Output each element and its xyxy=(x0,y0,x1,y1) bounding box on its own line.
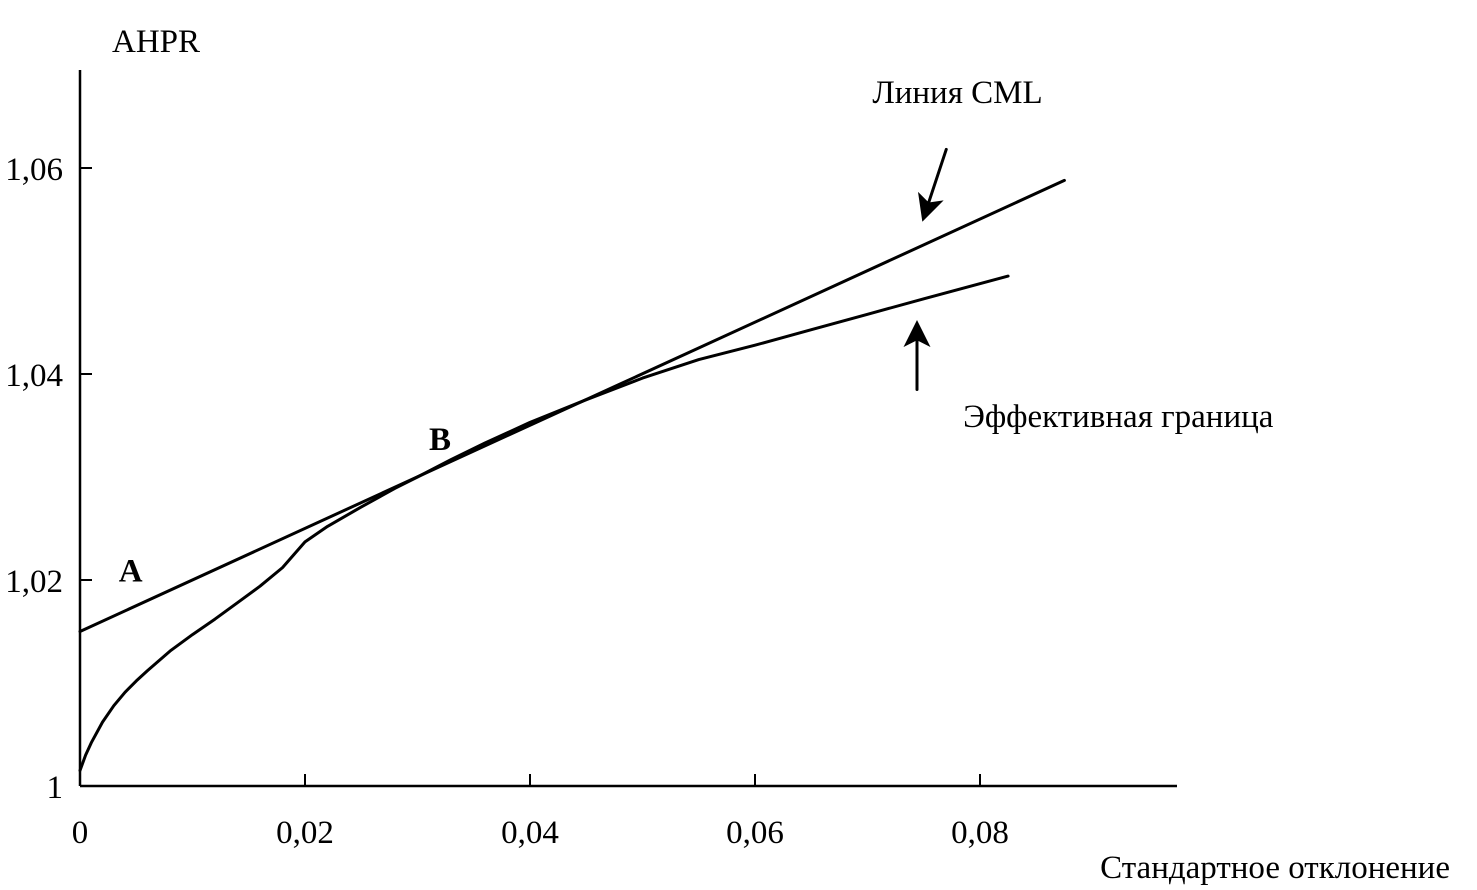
y-axis-ticks: 1 1,02 1,04 1,06 xyxy=(5,152,92,806)
x-tick-label: 0,06 xyxy=(726,815,784,851)
arrow-layer xyxy=(903,147,948,391)
point-label-a: A xyxy=(119,554,143,590)
cml-arrow xyxy=(918,147,948,222)
y-tick-label: 1,04 xyxy=(5,358,63,394)
point-label-b: B xyxy=(429,422,451,458)
y-tick-label: 1 xyxy=(47,770,64,806)
x-tick-label: 0 xyxy=(72,815,89,851)
x-tick-label: 0,02 xyxy=(276,815,334,851)
efficient-frontier-curve xyxy=(78,274,1010,772)
x-axis-ticks: 0 0,02 0,04 0,06 0,08 xyxy=(72,774,1009,851)
x-tick-label: 0,04 xyxy=(501,815,559,851)
y-axis-title: AHPR xyxy=(112,24,200,60)
x-axis-title: Стандартное отклонение xyxy=(1100,850,1450,886)
series-layer xyxy=(78,178,1066,772)
y-tick-label: 1,02 xyxy=(5,564,63,600)
x-tick-label: 0,08 xyxy=(951,815,1009,851)
y-tick-label: 1,06 xyxy=(5,152,63,188)
cml-line-annotation: Линия CML xyxy=(872,75,1042,111)
efficient-frontier-annotation: Эффективная граница xyxy=(963,399,1274,435)
